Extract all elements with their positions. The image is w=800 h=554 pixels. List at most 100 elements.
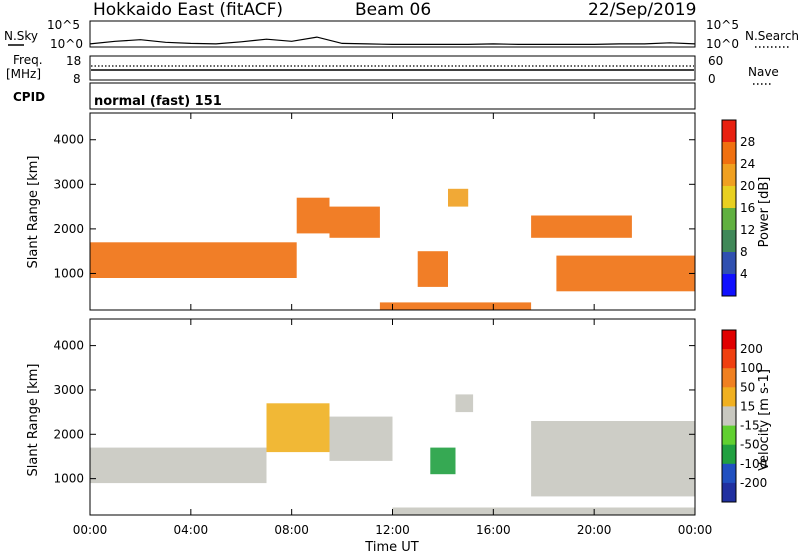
- power-colorbar-swatch: [722, 230, 736, 253]
- nave-tick-bottom: 0: [708, 72, 716, 86]
- power-colorbar-tick: 16: [740, 201, 755, 215]
- date-label: 22/Sep/2019: [588, 0, 697, 20]
- cpid-value: normal (fast) 151: [94, 94, 222, 109]
- power-colorbar-tick: 12: [740, 223, 755, 237]
- freq-unit: [MHz]: [6, 67, 41, 81]
- xtick-label: 08:00: [274, 523, 309, 537]
- power-region-1: [296, 197, 330, 234]
- power-region-6: [556, 255, 695, 292]
- power-colorbar-swatch: [722, 252, 736, 275]
- power-colorbar: 4 8 12 16 20 24 28: [721, 119, 755, 297]
- power-colorbar-tick: 8: [740, 245, 748, 259]
- vel-region-6: [392, 507, 695, 515]
- power-ylabel: Slant Range [km]: [26, 156, 41, 269]
- power-colorbar-swatch: [722, 142, 736, 165]
- nsky-label: N.Sky: [4, 29, 38, 43]
- vel-ytick-label: 2000: [53, 427, 84, 441]
- freq-tick-bottom: 8: [73, 72, 81, 86]
- power-colorbar-tick: 4: [740, 267, 748, 281]
- velocity-colorbar-tick: 200: [740, 342, 763, 356]
- vel-region-1: [266, 403, 330, 453]
- nsearch-label: N.Search: [745, 29, 799, 43]
- power-colorbar-tick: 20: [740, 179, 755, 193]
- power-colorbar-swatch: [722, 274, 736, 297]
- nsky-series-line: [89, 36, 696, 46]
- noise-tick-bottom-right: 10^0: [706, 37, 739, 51]
- nave-tick-top: 60: [708, 54, 723, 68]
- station-title: Hokkaido East (fitACF): [93, 0, 284, 20]
- power-ytick-label: 3000: [53, 177, 84, 191]
- xtick-label: 16:00: [476, 523, 511, 537]
- power-ytick-label: 2000: [53, 222, 84, 236]
- freq-panel: Freq. [MHz] 18 8 60 0 Nave: [6, 53, 779, 86]
- power-colorbar-tick: 28: [740, 135, 755, 149]
- velocity-colorbar-swatch: [722, 444, 736, 465]
- velocity-ylabel: Slant Range [km]: [26, 364, 41, 477]
- power-ytick-label: 4000: [53, 133, 84, 147]
- power-colorbar-label: Power [dB]: [757, 177, 772, 248]
- velocity-colorbar-tick: -50: [740, 438, 760, 452]
- velocity-colorbar-tick: 15: [740, 399, 755, 413]
- power-colorbar-tick: 24: [740, 157, 755, 171]
- velocity-colorbar-tick: 50: [740, 380, 755, 394]
- xtick-label: 00:00: [73, 523, 108, 537]
- velocity-colorbar-swatch: [722, 349, 736, 369]
- freq-panel-frame: [89, 55, 696, 81]
- power-region-4: [448, 188, 469, 207]
- velocity-colorbar-tick: 100: [740, 361, 763, 375]
- cpid-label: CPID: [13, 90, 45, 104]
- velocity-colorbar-swatch: [722, 387, 736, 407]
- power-colorbar-swatch: [722, 186, 736, 209]
- velocity-colorbar-swatch: [722, 425, 736, 446]
- vel-region-3: [430, 447, 456, 475]
- vel-ytick-label: 3000: [53, 383, 84, 397]
- velocity-colorbar-label: Velocity [m s-1]: [757, 369, 772, 471]
- power-region-3: [417, 251, 448, 287]
- velocity-colorbar-swatch: [722, 406, 736, 426]
- freq-tick-top: 18: [66, 54, 81, 68]
- power-panel: 1000 2000 3000 4000 Slant Range [km]: [26, 112, 696, 311]
- noise-tick-top-right: 10^5: [706, 18, 739, 32]
- power-y-axis: 1000 2000 3000 4000: [53, 133, 695, 280]
- power-colorbar-swatch: [722, 164, 736, 187]
- vel-ytick-label: 1000: [53, 472, 84, 486]
- cpid-panel-frame: [89, 82, 696, 110]
- xtick-label: 20:00: [577, 523, 612, 537]
- noise-panel-frame: [89, 20, 696, 48]
- noise-tick-top-left: 10^5: [47, 18, 80, 32]
- xtick-label: 04:00: [174, 523, 209, 537]
- vel-ytick-label: 4000: [53, 339, 84, 353]
- xtick-label: 12:00: [375, 523, 410, 537]
- xtick-label: 00:00: [678, 523, 713, 537]
- velocity-panel: 1000 2000 3000 4000 Slant Range [km]: [26, 318, 696, 516]
- velocity-colorbar-swatch: [722, 482, 736, 503]
- power-colorbar-swatch: [722, 208, 736, 231]
- power-region-5: [531, 215, 632, 238]
- noise-tick-bottom-left: 10^0: [50, 37, 83, 51]
- velocity-colorbar-swatch: [722, 463, 736, 484]
- noise-panel: N.Sky 10^5 10^0 10^5 10^0 N.Search: [4, 18, 799, 51]
- velocity-data: [90, 394, 695, 515]
- vel-region-0: [90, 447, 267, 484]
- freq-label: Freq.: [13, 53, 43, 67]
- vel-region-4: [455, 394, 474, 413]
- velocity-colorbar-swatch: [722, 368, 736, 388]
- x-axis-label: Time UT: [364, 540, 418, 554]
- velocity-colorbar-swatch: [722, 330, 736, 350]
- vel-region-2: [329, 416, 393, 461]
- x-axis: 00:00 04:00 08:00 12:00 16:00 20:00 00:00: [73, 113, 713, 537]
- cpid-panel: CPID normal (fast) 151: [13, 82, 696, 110]
- velocity-colorbar-tick: -15: [740, 419, 760, 433]
- vel-region-5: [531, 421, 695, 497]
- beam-label: Beam 06: [355, 0, 432, 20]
- velocity-y-axis: 1000 2000 3000 4000: [53, 339, 695, 486]
- velocity-colorbar: 200 100 50 15 -15 -50 -100 -200: [721, 329, 767, 503]
- power-colorbar-frame: [721, 119, 737, 297]
- velocity-colorbar-frame: [721, 329, 737, 503]
- power-colorbar-swatch: [722, 120, 736, 143]
- nave-label: Nave: [748, 65, 779, 79]
- power-region-0: [90, 242, 297, 278]
- power-ytick-label: 1000: [53, 266, 84, 280]
- velocity-colorbar-tick: -200: [740, 476, 767, 490]
